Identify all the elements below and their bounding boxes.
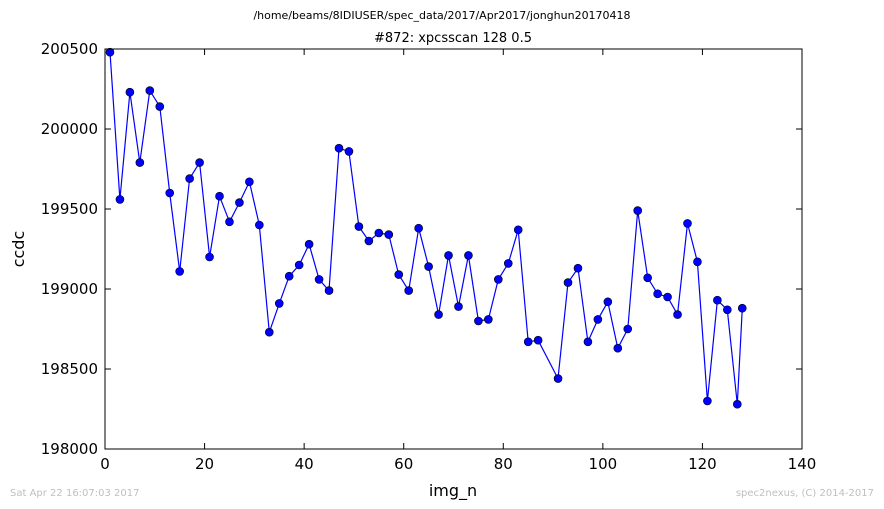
- data-point: [135, 158, 145, 167]
- data-point: [394, 270, 404, 279]
- y-tick-label: 200500: [41, 40, 98, 58]
- x-tick-label: 40: [295, 455, 314, 473]
- data-point: [155, 102, 165, 111]
- data-point: [523, 337, 533, 347]
- footer-credit: spec2nexus, (C) 2014-2017: [735, 488, 874, 499]
- data-point: [175, 267, 184, 276]
- data-point: [484, 315, 493, 324]
- data-point: [115, 195, 125, 204]
- data-point: [185, 174, 194, 183]
- x-axis-label: img_n: [429, 481, 477, 501]
- data-point: [444, 251, 453, 260]
- data-point: [304, 239, 314, 249]
- data-point: [105, 47, 115, 57]
- y-tick-label: 199000: [41, 280, 98, 298]
- data-point: [693, 257, 702, 267]
- data-point: [324, 286, 334, 295]
- data-point: [414, 223, 423, 233]
- figure-path-title: /home/beams/8IDIUSER/spec_data/2017/Apr2…: [253, 9, 631, 22]
- axes-frame: [104, 48, 803, 450]
- data-point: [553, 374, 563, 383]
- data-point: [583, 337, 593, 347]
- series-line: [109, 52, 743, 405]
- data-point: [732, 399, 742, 409]
- x-tick-label: 20: [195, 455, 214, 473]
- data-point: [274, 299, 284, 308]
- y-tick-label: 200000: [41, 120, 98, 138]
- data-point: [314, 275, 324, 284]
- x-tick-label: 80: [494, 455, 513, 473]
- data-point: [593, 315, 603, 324]
- x-tick-label: 60: [394, 455, 413, 473]
- y-tick-label: 198500: [41, 360, 98, 378]
- data-point: [653, 289, 662, 299]
- data-point: [354, 222, 364, 231]
- data-point: [643, 273, 652, 283]
- data-point: [434, 310, 443, 319]
- data-point: [225, 217, 234, 227]
- y-tick-label: 199500: [41, 200, 98, 218]
- data-point: [533, 335, 543, 345]
- data-point: [205, 252, 214, 262]
- data-point: [255, 220, 264, 230]
- data-point: [284, 271, 294, 281]
- data-point: [245, 177, 254, 187]
- y-tick-label: 198000: [41, 440, 98, 458]
- data-point: [494, 275, 503, 284]
- data-point: [454, 302, 463, 311]
- footer-timestamp: Sat Apr 22 16:07:03 2017: [10, 488, 140, 499]
- data-point: [683, 219, 692, 228]
- data-point: [603, 297, 613, 307]
- data-point: [334, 143, 344, 153]
- data-point: [723, 305, 732, 315]
- x-tick-label: 100: [589, 455, 618, 473]
- data-point: [165, 188, 175, 198]
- y-axis: 198000 198500 199000 199500 200000 200500: [41, 40, 802, 458]
- data-point: [633, 206, 643, 215]
- data-point: [673, 310, 682, 319]
- x-tick-label: 120: [688, 455, 717, 473]
- data-point: [703, 396, 712, 406]
- data-point: [235, 198, 244, 207]
- data-point: [613, 343, 623, 353]
- data-point: [464, 251, 473, 260]
- plot-area: [105, 47, 747, 409]
- data-point: [215, 191, 224, 201]
- y-axis-label: ccdc: [9, 231, 28, 268]
- data-point: [294, 260, 304, 270]
- data-point: [404, 286, 413, 295]
- data-point: [384, 230, 394, 239]
- data-point: [424, 262, 433, 271]
- data-point: [573, 263, 583, 273]
- chart-title: #872: xpcsscan 128 0.5: [374, 31, 532, 46]
- x-axis: 0 20 40 60 80 100 120 140: [100, 49, 816, 473]
- x-tick-label: 0: [100, 455, 110, 473]
- data-point: [623, 324, 633, 334]
- data-point: [713, 295, 722, 305]
- data-point: [364, 236, 374, 246]
- data-point: [737, 303, 747, 313]
- data-point: [195, 158, 204, 167]
- data-point: [344, 147, 354, 156]
- data-point: [503, 259, 513, 268]
- data-point: [474, 316, 483, 326]
- data-point: [663, 292, 672, 302]
- x-tick-label: 140: [788, 455, 817, 473]
- data-point: [264, 327, 274, 337]
- data-point: [374, 228, 384, 238]
- data-point: [513, 225, 523, 235]
- data-point: [145, 86, 155, 95]
- data-point: [125, 87, 135, 97]
- data-point: [563, 278, 573, 287]
